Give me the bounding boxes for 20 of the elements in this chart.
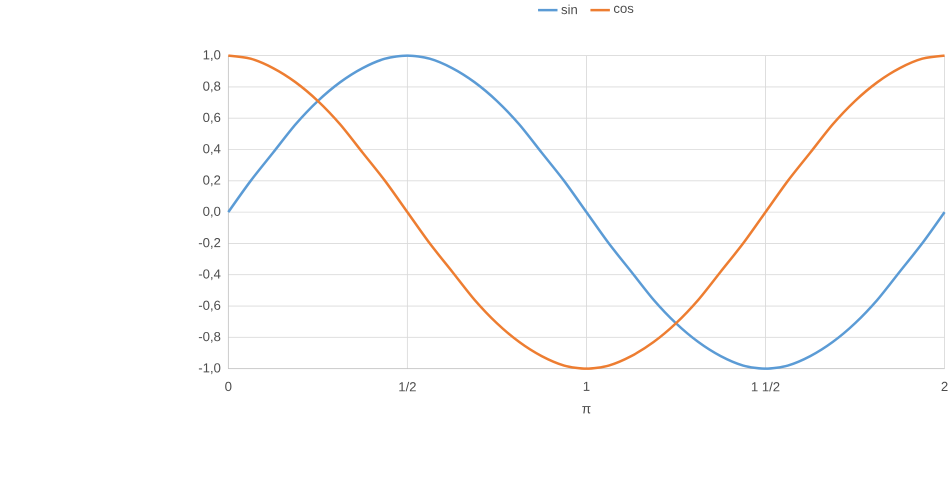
x-tick-label: 1/2 <box>399 382 416 392</box>
y-tick-label: 0,4 <box>203 144 220 156</box>
y-tick-label: 1,0 <box>204 50 220 62</box>
y-tick-label: 0,2 <box>203 176 220 186</box>
y-tick-label: 0,0 <box>203 206 220 218</box>
x-axis-title: π <box>582 406 591 414</box>
line-series <box>227 54 946 370</box>
y-tick-label: -0,4 <box>198 270 220 280</box>
y-tick-label: -0,6 <box>198 300 220 312</box>
x-tick-label: 1 <box>584 382 590 391</box>
x-tick-label: 2 <box>942 382 948 392</box>
legend-label: sin <box>561 4 577 14</box>
y-tick-label: -0,8 <box>198 332 220 343</box>
y-tick-label: 0,8 <box>203 82 220 92</box>
y-tick-label: 0,6 <box>203 112 220 124</box>
y-tick-label: -0,2 <box>198 238 220 250</box>
x-tick-label: 0 <box>225 382 232 392</box>
x-tick-label: 1 1/2 <box>752 382 780 392</box>
y-tick-label: -1,0 <box>198 363 220 374</box>
legend-label: cos <box>614 6 634 14</box>
